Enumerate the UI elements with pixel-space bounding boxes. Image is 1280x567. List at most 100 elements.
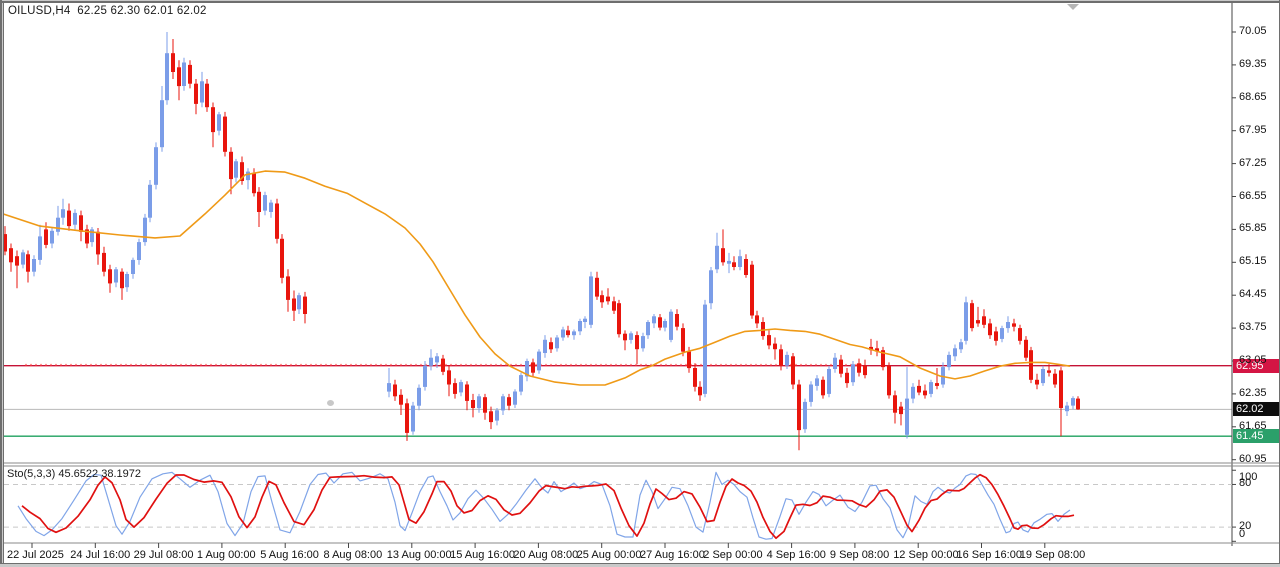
bull-candle-body (589, 276, 593, 325)
bear-candle-body (635, 335, 639, 350)
bear-candle-body (441, 358, 445, 372)
bear-candle-body (935, 383, 939, 386)
bear-candle-body (85, 229, 89, 244)
bull-candle-body (160, 100, 164, 148)
bull-candle-body (114, 269, 118, 283)
bear-candle-body (744, 259, 748, 275)
bull-candle-body (154, 147, 158, 185)
bull-candle-body (537, 351, 541, 371)
stochastic-signal-value: 38.1972 (101, 468, 141, 480)
bear-candle-body (194, 83, 198, 104)
bull-candle-body (263, 195, 267, 211)
bear-candle-body (875, 348, 879, 352)
bear-candle-body (171, 53, 175, 72)
bear-candle-body (108, 269, 112, 284)
bear-candle-body (229, 151, 233, 180)
date-label: 9 Sep 08:00 (829, 549, 890, 561)
resistance-price-badge[interactable]: 62.95 (1233, 358, 1279, 373)
bear-candle-body (3, 234, 7, 252)
bull-candle-body (578, 321, 582, 332)
bear-candle-body (1024, 339, 1028, 358)
bear-candle-body (893, 395, 897, 413)
date-label: 19 Sep 08:00 (1019, 549, 1086, 561)
price-tick-label: 63.05 (1239, 354, 1267, 366)
date-label: 20 Aug 08:00 (513, 549, 579, 561)
bear-candle-body (1053, 373, 1057, 385)
bear-candle-body (280, 238, 284, 278)
bear-candle-body (447, 370, 451, 385)
support-price-badge[interactable]: 61.45 (1233, 429, 1279, 444)
bear-candle-body (976, 320, 980, 324)
window-edge-left-light (2, 3, 3, 564)
price-tick-label: 66.55 (1239, 189, 1267, 202)
moving-average-line[interactable] (0, 170, 1071, 386)
bull-candle-body (1041, 369, 1045, 384)
bull-candle-body (182, 62, 186, 86)
bull-candle-body (669, 311, 673, 340)
bull-candle-body (519, 375, 523, 392)
bear-candle-body (698, 386, 702, 396)
bull-candle-body (652, 316, 656, 324)
bull-candle-body (246, 171, 250, 181)
bear-candle-body (9, 248, 13, 263)
date-label: 5 Aug 16:00 (260, 549, 319, 561)
price-tick-label: 65.15 (1239, 255, 1267, 268)
bear-candle-body (595, 277, 599, 297)
bull-candle-body (32, 259, 36, 272)
bear-candle-body (839, 359, 843, 374)
bull-candle-body (738, 256, 742, 267)
bear-candle-body (857, 363, 861, 373)
bull-candle-body (715, 245, 719, 270)
date-label: 25 Aug 00:00 (576, 549, 642, 561)
bear-candle-body (102, 252, 106, 272)
bear-candle-body (489, 411, 493, 423)
bear-candle-body (821, 379, 825, 396)
bull-candle-body (911, 386, 915, 399)
bull-candle-body (234, 161, 238, 178)
bull-candle-body (555, 337, 559, 349)
bull-candle-body (572, 331, 576, 336)
symbol-ohlc-label: OILUSD,H4 62.25 62.30 62.01 62.02 (8, 5, 207, 17)
bull-candle-body (1065, 405, 1069, 412)
bear-candle-body (465, 384, 469, 401)
bear-candle-body (773, 343, 777, 350)
stochastic-label: Sto(5,3,3) 45.6522 38.1972 (7, 468, 141, 480)
bull-candle-body (90, 229, 94, 243)
bear-candle-body (606, 296, 610, 302)
price-tick-label: 70.05 (1239, 25, 1267, 37)
date-label: 15 Aug 16:00 (450, 549, 515, 561)
bear-candle-body (223, 116, 227, 152)
bear-candle-body (393, 384, 397, 397)
date-label: 24 Jul 16:00 (70, 549, 131, 561)
bull-candle-body (641, 336, 645, 349)
window-edge-bottom (0, 563, 1280, 564)
bull-candle-body (851, 364, 855, 383)
bear-candle-body (549, 342, 553, 350)
bull-candle-body (815, 378, 819, 386)
candles-group (3, 32, 1080, 451)
bear-candle-body (917, 385, 921, 393)
chevron-down-icon[interactable] (1067, 4, 1079, 10)
bull-candle-body (709, 270, 713, 304)
bear-candle-body (612, 301, 616, 311)
bear-candle-body (732, 262, 736, 267)
bear-candle-body (779, 349, 783, 366)
bear-candle-body (988, 323, 992, 336)
bear-candle-body (675, 314, 679, 327)
price-tick-label: 62.35 (1239, 386, 1267, 399)
bull-candle-body (38, 236, 42, 260)
bull-candle-body (297, 295, 301, 310)
bull-candle-body (387, 383, 391, 392)
bear-candle-body (863, 365, 867, 376)
bear-candle-body (687, 351, 691, 369)
bull-candle-body (947, 354, 951, 368)
bull-candle-body (785, 354, 789, 366)
bull-candle-body (61, 209, 65, 218)
bull-candle-body (905, 398, 909, 435)
date-label: 2 Sep 00:00 (703, 549, 763, 561)
price-tick-label: 67.25 (1239, 156, 1267, 169)
bear-candle-body (881, 350, 885, 368)
bear-candle-body (205, 83, 209, 108)
bull-candle-body (953, 348, 957, 357)
